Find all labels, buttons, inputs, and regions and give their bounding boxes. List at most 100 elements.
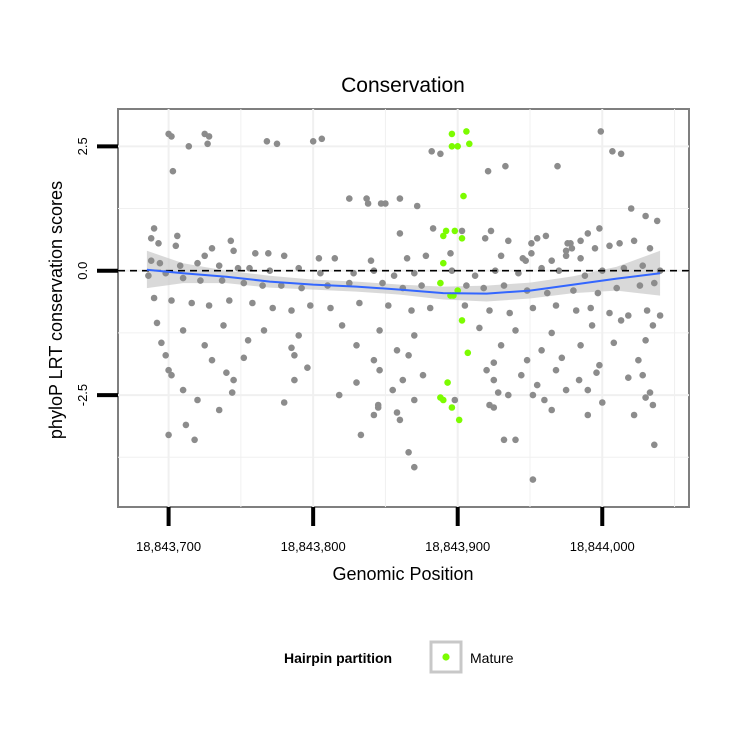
x-tick-label: 18,843,900 [425,539,490,554]
data-point [165,366,172,374]
data-point [591,245,599,252]
data-point [577,342,584,349]
data-point [307,302,314,309]
data-point [506,309,513,317]
mature-point [440,259,447,267]
x-axis: 18,843,700 18,843,800 18,843,900 18,844,000 [136,507,635,554]
data-point [374,404,382,411]
data-point [150,294,158,302]
mature-point [455,416,463,424]
data-point [411,396,418,404]
data-point [490,404,498,411]
mature-point [437,279,444,287]
data-point [240,279,248,287]
legend: Hairpin partition Mature [284,640,514,674]
data-point [370,411,378,419]
data-point [581,272,589,280]
data-point [490,376,498,384]
mature-point [460,192,467,200]
data-point [385,302,392,309]
data-point [405,449,412,456]
data-point [179,386,187,394]
data-point [228,389,236,396]
data-point [584,411,592,419]
data-point [278,282,285,289]
data-point [176,262,184,270]
data-point [448,267,456,275]
data-point [636,282,644,289]
y-axis: 2.5 0.0 -2.5 [75,137,118,406]
data-point [162,352,169,359]
data-point [403,254,411,262]
data-point [483,366,490,374]
data-point [577,254,584,262]
data-point [533,235,541,242]
data-point [548,257,555,265]
data-point [411,269,418,277]
data-point [252,250,259,257]
data-point [304,364,311,372]
data-point [405,352,412,359]
data-point [263,138,271,145]
data-point [562,252,570,260]
data-point [419,371,427,379]
data-point [512,436,519,444]
data-point [528,250,535,257]
data-point [291,352,298,359]
data-point [346,195,353,202]
data-point [635,356,642,364]
mature-point [444,379,451,386]
data-point [259,282,266,289]
data-point [458,227,466,235]
data-point [335,391,343,399]
data-point [484,167,492,175]
data-point [165,431,172,439]
mature-point [451,227,459,235]
data-point [625,312,632,319]
data-point [426,304,434,312]
data-point [172,242,180,250]
data-point [389,386,397,394]
data-point [223,369,230,377]
data-point [538,264,545,272]
data-point [376,366,383,374]
data-point [617,317,625,324]
data-point [185,143,193,150]
data-point [625,374,632,382]
data-point [649,401,657,409]
data-point [572,307,580,314]
data-point [461,302,469,309]
legend-entry-mature-label: Mature [470,650,514,666]
data-point [147,257,155,265]
data-point [653,217,661,225]
data-point [497,252,505,260]
data-point [575,376,583,384]
data-point [396,195,404,202]
data-point [429,225,437,232]
data-point [587,304,594,312]
data-point [399,376,407,384]
mature-point [464,349,472,357]
mature-point [448,130,456,138]
data-point [350,269,357,277]
data-point [317,269,324,277]
mature-point [440,396,447,404]
data-point [353,379,360,386]
mature-point [463,128,470,135]
data-point [627,205,635,212]
data-point [646,389,654,396]
data-point [528,240,535,247]
data-point [168,133,175,140]
data-point [393,347,401,354]
data-point [205,133,213,140]
data-point [630,237,638,245]
data-point [208,356,216,364]
mature-point [458,317,466,324]
y-tick-label: -2.5 [75,384,90,406]
data-point [558,354,566,362]
data-point [596,361,603,369]
data-point [529,391,537,399]
data-point [150,225,158,232]
data-point [246,264,253,272]
